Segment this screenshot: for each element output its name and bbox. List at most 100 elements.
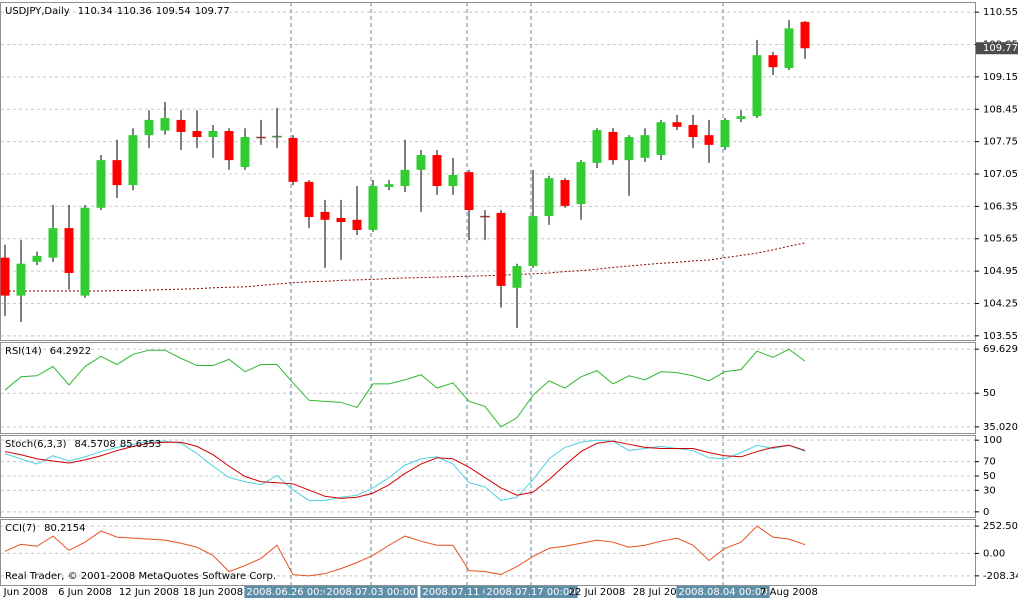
candle-body xyxy=(416,155,426,170)
candle-body xyxy=(48,228,58,258)
candle-body xyxy=(480,215,490,218)
y-tick-label: 252.5065 xyxy=(983,521,1018,532)
candle-body xyxy=(592,130,602,163)
vline-label: 2008.07.11 00:00 xyxy=(422,587,511,598)
indicator-line xyxy=(4,348,806,428)
y-tick-label: 108.45 xyxy=(983,104,1018,115)
panel-value: 85.6353 xyxy=(120,439,161,450)
panel-title: USDJPY,Daily xyxy=(5,6,70,17)
panel-value: 110.34 xyxy=(78,6,113,17)
candle-body xyxy=(112,160,122,186)
candle-body xyxy=(32,255,42,262)
vline-label-box xyxy=(244,586,338,598)
vline-label-box xyxy=(676,586,770,598)
y-tick-label: 105.65 xyxy=(983,234,1018,245)
candle-body xyxy=(432,155,442,187)
current-price: 109.77 xyxy=(983,43,1018,54)
candle-body xyxy=(192,131,202,138)
candle-body xyxy=(240,137,250,168)
y-tick-label: 0.00 xyxy=(983,548,1005,559)
y-tick-label: 107.75 xyxy=(983,137,1018,148)
y-tick-label: 35.0204 xyxy=(983,422,1018,433)
candle-body xyxy=(304,181,314,218)
candle-body xyxy=(576,161,586,205)
candle-body xyxy=(656,122,666,156)
candle-body xyxy=(0,257,10,296)
candle-body xyxy=(496,212,506,286)
candle-body xyxy=(672,122,682,127)
price-box xyxy=(976,42,1018,55)
y-tick-label: -208.34 xyxy=(983,571,1018,582)
candle-body xyxy=(16,263,26,296)
candle-body xyxy=(96,160,106,208)
candle-body xyxy=(720,119,730,148)
candle-body xyxy=(256,136,266,139)
y-tick-label: 0 xyxy=(983,507,989,518)
x-tick-label: 18 Jun 2008 xyxy=(183,587,243,598)
candle-body xyxy=(352,219,362,230)
panel-frame xyxy=(0,519,976,586)
y-tick-label: 70 xyxy=(983,457,996,468)
candle-body xyxy=(160,118,170,131)
candle-body xyxy=(144,119,154,136)
candle-body xyxy=(464,172,474,211)
candle-body xyxy=(800,21,810,49)
x-tick-label: 2 Jun 2008 xyxy=(0,587,48,598)
candle-body xyxy=(544,178,554,217)
vline-label-box xyxy=(484,586,578,598)
candle-body xyxy=(528,216,538,267)
panel-value: 64.2922 xyxy=(50,346,91,357)
vline-label-box xyxy=(324,586,418,598)
candle-body xyxy=(736,116,746,119)
candle-body xyxy=(624,137,634,161)
x-tick-label: 22 Jul 2008 xyxy=(569,587,626,598)
vline-label: 2008.06.26 00:00 xyxy=(246,587,335,598)
candle-body xyxy=(400,169,410,187)
candle-body xyxy=(784,28,794,69)
y-tick-label: 50 xyxy=(983,388,996,399)
candle-body xyxy=(384,184,394,187)
x-tick-label: 6 Jun 2008 xyxy=(58,587,112,598)
panel-title: CCI(7) xyxy=(5,523,36,534)
indicator-line xyxy=(4,440,806,499)
vline-label: 2008.08.04 00:00 xyxy=(678,587,767,598)
candle-body xyxy=(64,228,74,273)
y-tick-label: 109.15 xyxy=(983,72,1018,83)
candle-body xyxy=(448,174,458,187)
candle-body xyxy=(288,137,298,182)
y-tick-label: 103.55 xyxy=(983,331,1018,342)
candle-body xyxy=(752,55,762,117)
x-tick-label: 28 Jul 2008 xyxy=(633,587,690,598)
candle-body xyxy=(512,266,522,288)
y-tick-label: 30 xyxy=(983,485,996,496)
candle-body xyxy=(608,131,618,161)
x-tick-label: 7 Aug 2008 xyxy=(760,587,818,598)
copyright: Real Trader, © 2001-2008 MetaQuotes Soft… xyxy=(5,571,276,582)
panel-title: Stoch(6,3,3) xyxy=(5,439,67,450)
panel-value: 110.36 xyxy=(117,6,152,17)
candle-body xyxy=(176,119,186,132)
candle-body xyxy=(224,131,234,161)
y-tick-label: 110.55 xyxy=(983,7,1018,18)
y-tick-label: 106.35 xyxy=(983,201,1018,212)
vline-label: 2008.07.03 00:00 xyxy=(326,587,415,598)
y-tick-label: 104.25 xyxy=(983,298,1018,309)
candle-body xyxy=(560,180,570,206)
candle-body xyxy=(640,135,650,158)
y-tick-label: 69.6293 xyxy=(983,344,1018,355)
candle-body xyxy=(704,135,714,145)
panel-value: 84.5708 xyxy=(74,439,115,450)
panel-value: 109.77 xyxy=(195,6,230,17)
x-tick-label: 12 Jun 2008 xyxy=(119,587,179,598)
y-tick-label: 107.05 xyxy=(983,169,1018,180)
indicator-line xyxy=(4,525,806,577)
candle-body xyxy=(272,135,282,138)
candle-body xyxy=(768,55,778,68)
candle-body xyxy=(336,217,346,223)
panel-value: 80.2154 xyxy=(44,523,85,534)
y-tick-label: 104.95 xyxy=(983,266,1018,277)
panel-title: RSI(14) xyxy=(5,346,42,357)
candle-body xyxy=(688,124,698,138)
vline-label: 2008.07.17 00:00 xyxy=(486,587,575,598)
candle-body xyxy=(320,211,330,220)
